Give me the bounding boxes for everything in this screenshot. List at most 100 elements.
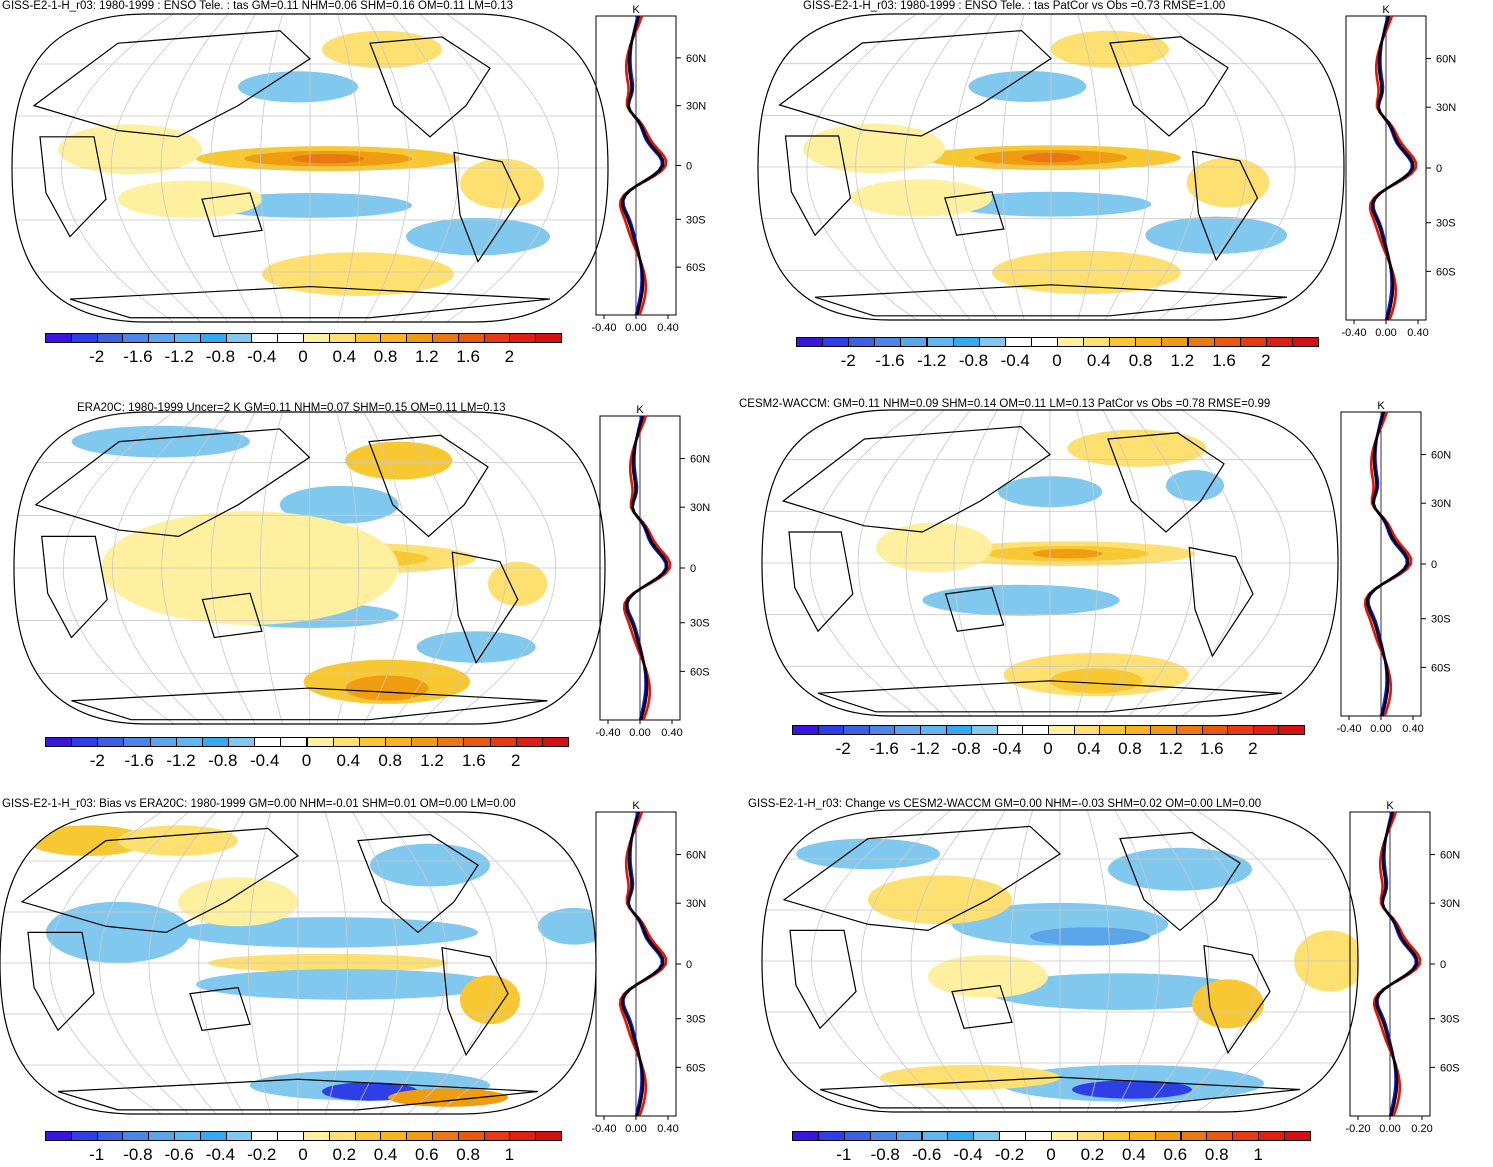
zonal-unit-label: K	[1377, 400, 1385, 412]
colorbar-cell	[277, 333, 304, 343]
anomaly-region	[876, 522, 992, 573]
panel-title: ERA20C: 1980-1999 Uncer=2 K GM=0.11 NHM=…	[77, 402, 506, 414]
anomaly-region	[1032, 549, 1103, 559]
lat-tick-label: 30N	[686, 898, 706, 910]
colorbar-cell	[926, 337, 954, 347]
anomaly-region	[370, 843, 490, 887]
colorbar-label: 0.8	[1118, 739, 1142, 758]
world-map	[13, 411, 606, 725]
colorbar-cell	[306, 737, 334, 747]
colorbar-cell	[332, 737, 360, 747]
colorbar-label: -1.6	[869, 739, 899, 758]
coastline	[441, 946, 509, 1057]
zonal-mean-plot: K 60N 30N 0 30S 60S -0.40 0.00 0.40	[595, 404, 710, 739]
x-tick-label: 0.40	[1407, 327, 1428, 339]
colorbar-label: -0.8	[205, 347, 236, 366]
colorbar-cell	[843, 725, 870, 735]
anomaly-region	[1050, 668, 1143, 694]
lat-tick-label: 60S	[1440, 1062, 1460, 1074]
colorbar-cell	[999, 1131, 1027, 1141]
panel-title: GISS-E2-1-H_r03: 1980-1999 : ENSO Tele. …	[803, 0, 1226, 12]
coastline	[1119, 831, 1241, 932]
x-tick-label: 0.40	[657, 1123, 678, 1135]
anomaly-region	[1166, 470, 1224, 501]
coastline	[784, 135, 852, 237]
world-map	[11, 13, 609, 323]
colorbar-cell	[1258, 1131, 1286, 1141]
colorbar-cell	[973, 1131, 1001, 1141]
colorbar-cell	[1102, 1131, 1130, 1141]
colorbar-label: 2	[1248, 739, 1258, 758]
colorbar-label: 0	[1043, 739, 1053, 758]
colorbar-label: -0.4	[1000, 351, 1030, 370]
colorbar-cell	[1206, 1131, 1234, 1141]
anomaly-region	[460, 975, 520, 1025]
anomaly-region	[345, 675, 429, 701]
colorbar-cell	[303, 1131, 330, 1141]
anomaly-region	[1145, 216, 1287, 254]
colorbar-cell	[303, 333, 330, 343]
lat-tick-label: 60N	[1436, 54, 1456, 66]
colorbar-cell	[201, 737, 230, 747]
anomaly-region	[928, 954, 1048, 998]
colorbar-cell	[894, 725, 921, 735]
zonal-mean-plot: K 60N 30N 0 30S 60S -0.40 0.00 0.40	[1336, 400, 1451, 735]
colorbar-cell	[1057, 337, 1085, 347]
colorbar-cell	[978, 337, 1006, 347]
anomaly-region	[28, 825, 148, 856]
anomaly-region	[118, 180, 262, 218]
map-border	[761, 409, 1339, 717]
zonal-mean-plot: K 60N 30N 0 30S 60S -0.40 0.00 0.40	[591, 800, 706, 1135]
colorbar-cell	[515, 737, 543, 747]
colorbar-cell	[1073, 725, 1101, 735]
colorbar-cell	[1232, 1131, 1260, 1141]
coastline	[32, 30, 311, 138]
panel-title: CESM2-WACCM: GM=0.11 NHM=0.09 SHM=0.14 O…	[739, 398, 1271, 410]
colorbar-label: 0.4	[1086, 351, 1111, 370]
anomaly-region	[1051, 30, 1169, 68]
x-tick-label: -0.40	[595, 727, 620, 739]
colorbar: -1 -0.8 -0.6 -0.4 -0.2 0 0.2 0.4 0.6 0.8 1	[792, 1131, 1311, 1167]
colorbar-cell	[97, 737, 125, 747]
colorbar-cell	[1109, 337, 1137, 347]
colorbar-label: 0.8	[1128, 351, 1153, 370]
anomaly-region	[406, 217, 550, 256]
coastline	[778, 29, 1052, 137]
panel-title: GISS-E2-1-H_r03: Bias vs ERA20C: 1980-19…	[2, 798, 516, 810]
x-tick-label: 0.00	[629, 727, 650, 739]
colorbar-label: 0	[298, 1145, 308, 1164]
lat-tick-label: 60S	[1431, 662, 1451, 674]
colorbar-cell	[123, 737, 151, 747]
x-tick-label: -0.40	[1336, 723, 1361, 735]
coastline	[1203, 944, 1271, 1055]
colorbar-cell	[535, 333, 562, 343]
anomaly-region	[196, 969, 496, 1000]
coastline	[41, 535, 108, 639]
colorbar-label: 0.8	[456, 1145, 480, 1164]
lat-tick-label: 60S	[690, 666, 710, 678]
lat-tick-label: 30S	[686, 1014, 706, 1026]
x-tick-label: -0.40	[1341, 327, 1366, 339]
colorbar-cell	[535, 1131, 562, 1141]
panel-5: GISS-E2-1-H_r03: Bias vs ERA20C: 1980-19…	[0, 794, 746, 1164]
colorbar-label: -2	[840, 351, 856, 370]
colorbar-cell	[483, 333, 511, 343]
colorbar-label: 1.2	[420, 751, 444, 770]
colorbar-label: 2	[1261, 351, 1271, 370]
coastline	[453, 151, 521, 263]
colorbar-cell	[437, 737, 465, 747]
colorbar-cell	[251, 333, 279, 343]
colorbar-cell	[920, 725, 947, 735]
panel-title: GISS-E2-1-H_r03: Change vs CESM2-WACCM G…	[748, 798, 1262, 810]
colorbar-cell	[406, 333, 433, 343]
colorbar-cell	[1239, 337, 1267, 347]
panel-6: GISS-E2-1-H_r03: Change vs CESM2-WACCM G…	[746, 794, 1493, 1164]
lat-tick-label: 0	[1440, 959, 1446, 971]
anomaly-region	[1108, 847, 1252, 891]
zonal-curve-mean	[1365, 411, 1410, 717]
colorbar-cell	[174, 1131, 201, 1141]
colorbar-label: 1	[504, 1145, 515, 1164]
colorbar-cell	[411, 737, 439, 747]
anomaly-region	[968, 70, 1087, 102]
colorbar-label: -1.6	[124, 751, 154, 770]
